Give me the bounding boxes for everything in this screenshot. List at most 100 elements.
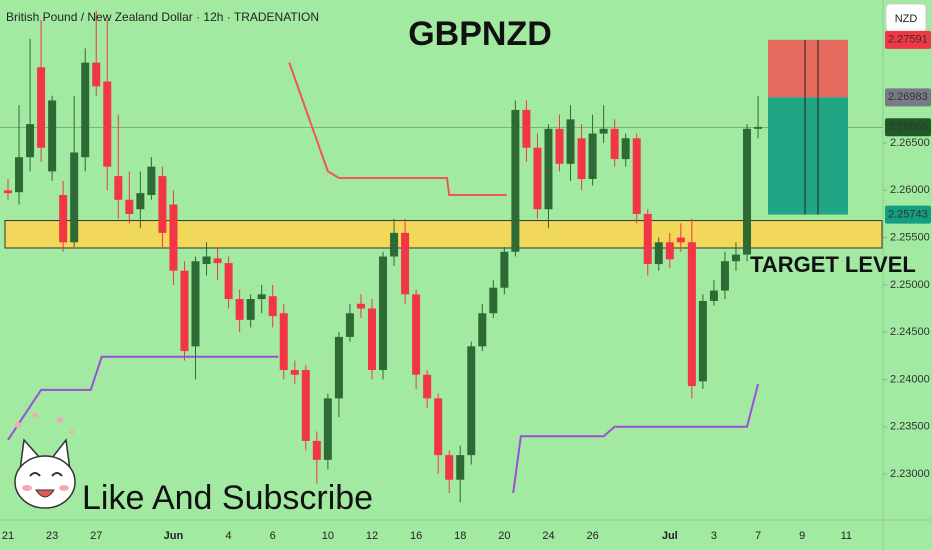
- target-box: [768, 97, 848, 215]
- x-tick-label: 4: [226, 530, 232, 542]
- candle-body: [125, 199, 134, 214]
- x-tick-label: 20: [498, 530, 510, 542]
- candle-body: [224, 263, 233, 300]
- candle-body: [334, 336, 343, 399]
- price-label-box: [885, 30, 931, 49]
- x-tick-label: 21: [2, 530, 14, 542]
- candle-body: [268, 296, 277, 317]
- candle-body: [412, 294, 421, 375]
- candle-body: [114, 176, 123, 200]
- x-tick-label: 27: [90, 530, 102, 542]
- candle-body: [70, 152, 79, 243]
- y-tick-label: 2.25000: [890, 279, 930, 291]
- price-label: 2.25743: [888, 209, 928, 221]
- candle-body: [720, 261, 729, 291]
- candle-body: [191, 261, 200, 347]
- candle-body: [478, 313, 487, 347]
- candle-body: [687, 242, 696, 387]
- plot-layer: 2.23000 2.23500 2.24000 2.24500 2.25000 2.255…: [0, 10, 930, 542]
- candle-body: [312, 440, 321, 460]
- candle-body: [522, 109, 531, 148]
- candle-body: [467, 346, 476, 456]
- x-tick-label: 7: [755, 530, 761, 542]
- candle-body: [169, 204, 178, 271]
- y-tick-label: 2.23000: [890, 468, 930, 480]
- candle-body: [92, 62, 101, 87]
- candle-body: [445, 455, 454, 480]
- price-label: 2.27591: [888, 34, 928, 46]
- candle-body: [103, 81, 112, 167]
- candle-body: [500, 251, 509, 288]
- candle-body: [599, 128, 608, 134]
- y-tick-label: 2.26000: [890, 184, 930, 196]
- candle-body: [136, 193, 145, 210]
- candle-body: [26, 124, 35, 158]
- candle-body: [15, 157, 24, 193]
- candle-body: [621, 138, 630, 160]
- candle-body: [345, 313, 354, 337]
- y-tick-label: 2.24000: [890, 373, 930, 385]
- candle-body: [290, 369, 299, 375]
- candle-body: [610, 128, 619, 160]
- x-tick-label: 9: [799, 530, 805, 542]
- candle-body: [632, 138, 641, 214]
- indicator-line: [288, 62, 507, 197]
- indicator-line: [7, 355, 279, 441]
- price-label: 2.26666: [888, 121, 928, 133]
- candle-body: [147, 166, 156, 196]
- candle-body: [743, 128, 752, 255]
- indicator-line: [512, 383, 760, 494]
- x-tick-label: 12: [366, 530, 378, 542]
- candle-body: [731, 254, 740, 262]
- chart-subtitle: British Pound / New Zealand Dollar · 12h…: [6, 10, 319, 24]
- x-tick-label: 24: [542, 530, 554, 542]
- candle-body: [555, 128, 564, 164]
- target-annotation: TARGET LEVEL: [750, 252, 916, 277]
- candle-body: [213, 258, 222, 264]
- candle-body: [588, 133, 597, 179]
- candle-body: [754, 126, 763, 129]
- candle-body: [654, 242, 663, 265]
- subscribe-annotation: Like And Subscribe: [82, 479, 373, 517]
- x-tick-label: 26: [586, 530, 598, 542]
- x-tick-label: 3: [711, 530, 717, 542]
- cat-icon: [14, 412, 76, 509]
- x-tick-label: 16: [410, 530, 422, 542]
- candle-body: [456, 455, 465, 480]
- currency-label: NZD: [895, 13, 918, 25]
- candle-body: [235, 299, 244, 320]
- candle-body: [390, 232, 399, 257]
- x-tick-label: Jul: [662, 530, 678, 542]
- candle-body: [48, 100, 57, 172]
- price-label: 2.26983: [888, 91, 928, 103]
- candle-body: [81, 62, 90, 158]
- y-tick-label: 2.24500: [890, 326, 930, 338]
- candle-body: [37, 67, 46, 148]
- price-label-box: [885, 205, 931, 224]
- candle-body: [698, 300, 707, 382]
- candle-body: [158, 176, 167, 233]
- candle-body: [423, 374, 432, 399]
- candle-body: [323, 398, 332, 460]
- y-tick-label: 2.23500: [890, 421, 930, 433]
- x-tick-label: 11: [841, 530, 852, 542]
- candle-body: [279, 313, 288, 370]
- candle-body: [533, 147, 542, 210]
- price-label-box: [885, 88, 931, 107]
- candle-body: [180, 270, 189, 352]
- candle-body: [59, 195, 68, 243]
- price-label-box: [885, 118, 931, 137]
- candle-body: [709, 290, 718, 301]
- candle-body: [257, 294, 266, 300]
- candle-body: [246, 299, 255, 320]
- candle-body: [379, 256, 388, 370]
- candle-body: [489, 287, 498, 314]
- candle-body: [4, 190, 12, 194]
- x-tick-label: 10: [322, 530, 334, 542]
- candle-body: [544, 128, 553, 210]
- candle-body: [643, 213, 652, 265]
- candle-body: [434, 398, 443, 456]
- y-tick-label: 2.26500: [890, 137, 930, 149]
- x-tick-label: 6: [270, 530, 276, 542]
